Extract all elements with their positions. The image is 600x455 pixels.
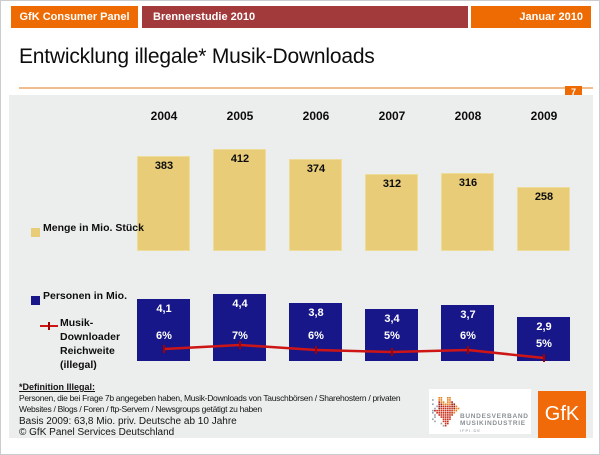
menge-bar-2007	[365, 174, 418, 251]
line-legend-icon	[40, 322, 58, 330]
bvmi-logo: BUNDESVERBAND MUSIKINDUSTRIE IFPI.DE	[429, 389, 531, 434]
reichweite-legend-line2: Downloader	[60, 331, 121, 343]
category-label-2006: 2006	[302, 109, 330, 123]
menge-legend-label: Menge in Mio. Stück	[43, 222, 144, 234]
chart-panel	[9, 95, 593, 438]
personen-value-label-2007: 3,4	[384, 313, 400, 325]
menge-value-label-2005: 412	[230, 153, 250, 165]
definition-footnote-body: Personen, die bei Frage 7b angegeben hab…	[19, 393, 401, 415]
basis-footnote: Basis 2009: 63,8 Mio. priv. Deutsche ab …	[19, 416, 237, 427]
menge-value-label-2004: 383	[154, 160, 174, 172]
bvmi-logo-line3: IFPI.DE	[460, 428, 482, 433]
category-label-2005: 2005	[226, 109, 254, 123]
menge-bar-2008	[441, 173, 494, 251]
copyright-footnote: © GfK Panel Services Deutschland	[19, 427, 175, 438]
personen-legend-swatch-icon	[31, 296, 40, 305]
definition-footnote-title: *Definition Illegal:	[19, 382, 96, 392]
header-study-label: Brennerstudie 2010	[142, 6, 468, 28]
reichweite-legend-line4: (illegal)	[60, 359, 97, 371]
personen-value-label-2004: 4,1	[156, 303, 172, 315]
personen-value-label-2008: 3,7	[460, 309, 476, 321]
reichweite-pct-label-2006: 6%	[308, 330, 324, 342]
reichweite-pct-label-2007: 5%	[384, 330, 400, 342]
bvmi-logo-text: BUNDESVERBAND MUSIKINDUSTRIE IFPI.DE	[460, 413, 529, 435]
reichweite-pct-label-2009: 5%	[536, 338, 552, 350]
personen-value-label-2006: 3,8	[308, 307, 324, 319]
menge-bar-2004	[137, 156, 190, 251]
definition-footnote-line2: Websites / Blogs / Foren / ftp-Servern /…	[19, 404, 262, 414]
personen-legend-label: Personen in Mio.	[43, 290, 128, 302]
category-label-2007: 2007	[378, 109, 406, 123]
menge-legend-swatch-icon	[31, 228, 40, 237]
reichweite-legend-line3: Reichweite	[60, 345, 115, 357]
category-label-2009: 2009	[530, 109, 558, 123]
header-date-label: Januar 2010	[471, 6, 591, 28]
menge-bar-2005	[213, 149, 266, 251]
title-divider	[19, 87, 593, 89]
page-title: Entwicklung illegale* Musik-Downloads	[19, 45, 375, 68]
gfk-logo: GfK	[538, 391, 586, 438]
reichweite-pct-label-2005: 7%	[232, 330, 248, 342]
category-label-2004: 2004	[150, 109, 178, 123]
musikindustrie-eagle-icon	[432, 397, 460, 427]
personen-value-label-2005: 4,4	[232, 298, 248, 310]
reichweite-pct-label-2004: 6%	[156, 330, 172, 342]
menge-value-label-2007: 312	[382, 178, 402, 190]
personen-value-label-2009: 2,9	[536, 321, 552, 333]
menge-value-label-2009: 258	[534, 191, 554, 203]
reichweite-legend-label: Musik- Downloader Reichweite (illegal)	[60, 316, 120, 372]
menge-value-label-2006: 374	[306, 163, 326, 175]
reichweite-pct-label-2008: 6%	[460, 330, 476, 342]
menge-value-label-2008: 316	[458, 177, 478, 189]
menge-bar-2006	[289, 159, 342, 251]
definition-footnote-line1: Personen, die bei Frage 7b angegeben hab…	[19, 393, 401, 403]
bvmi-logo-line1: BUNDESVERBAND	[460, 413, 529, 420]
menge-bar-2009	[517, 187, 570, 251]
bvmi-logo-line2: MUSIKINDUSTRIE	[460, 419, 526, 427]
category-label-2008: 2008	[454, 109, 482, 123]
reichweite-legend-line1: Musik-	[60, 317, 94, 329]
header-product-label: GfK Consumer Panel	[11, 6, 138, 28]
